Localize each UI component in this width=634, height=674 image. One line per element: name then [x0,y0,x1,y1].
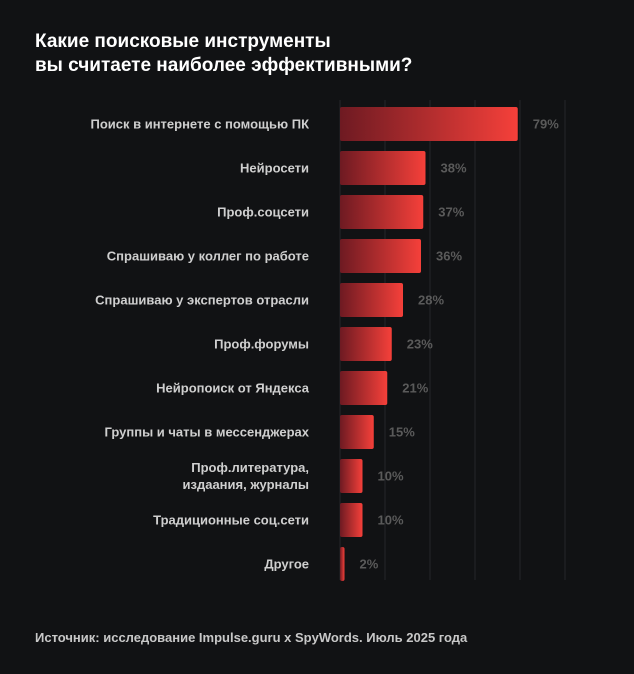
bar [340,415,374,449]
bar [340,195,424,229]
value-label: 37% [438,205,464,220]
category-label: Группы и чаты в мессенджерах [104,425,309,440]
bar [340,503,363,537]
title-line-1: Какие поисковые инструменты [35,31,331,52]
category-label: Нейросети [240,161,309,176]
category-label-line: Спрашиваю у экспертов отрасли [95,293,309,308]
category-label: Проф.форумы [214,337,309,352]
bar [340,327,392,361]
category-label-line: Нейросети [240,161,309,176]
bar [340,107,518,141]
value-label: 79% [533,117,559,132]
category-label-line: Другое [264,557,309,572]
value-label: 23% [407,337,433,352]
bar [340,239,421,273]
category-label-line: Нейропоиск от Яндекса [156,381,310,396]
category-label-line: Группы и чаты в мессенджерах [104,425,309,440]
value-label: 28% [418,293,444,308]
category-label: Проф.литература, издаания, журналы [183,460,309,492]
category-label-line: Поиск в интернете с помощью ПК [90,117,309,132]
value-label: 15% [389,425,415,440]
category-label-line: Традиционные соц.сети [153,513,309,528]
category-label: Спрашиваю у экспертов отрасли [95,293,309,308]
category-label-line: Проф.соцсети [217,205,309,220]
bar [340,371,388,405]
category-label: Проф.соцсети [217,205,309,220]
category-label-line: издаания, журналы [183,477,309,492]
category-label: Традиционные соц.сети [153,513,309,528]
category-label: Нейропоиск от Яндекса [156,381,310,396]
value-label: 38% [441,161,467,176]
bar [340,283,403,317]
category-label: Поиск в интернете с помощью ПК [90,117,309,132]
value-label: 10% [378,469,404,484]
bar [340,151,426,185]
chart-title: Какие поисковые инструменты вы считаете … [35,30,412,78]
bar [340,547,345,581]
category-label: Другое [264,557,309,572]
value-label: 10% [378,513,404,528]
bar [340,459,363,493]
category-label-line: Спрашиваю у коллег по работе [107,249,309,264]
category-label-line: Проф.форумы [214,337,309,352]
category-label-line: Проф.литература, [191,460,309,475]
value-label: 2% [360,557,379,572]
value-label: 21% [402,381,428,396]
category-label: Спрашиваю у коллег по работе [107,249,309,264]
value-label: 36% [436,249,462,264]
source-note: Источник: исследование Impulse.guru x Sp… [35,630,468,645]
title-line-2: вы считаете наиболее эффективными? [35,55,413,76]
